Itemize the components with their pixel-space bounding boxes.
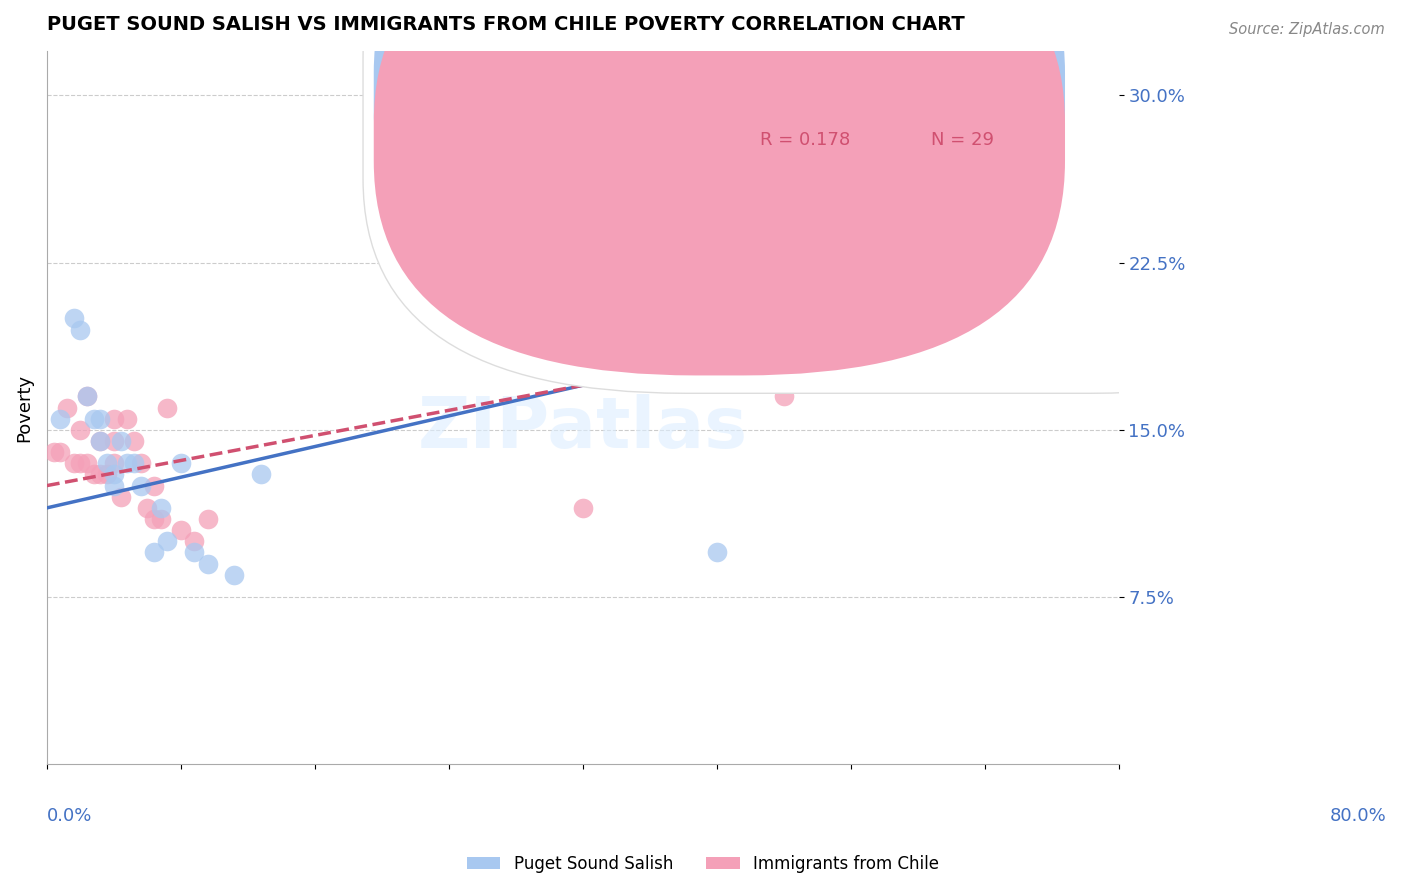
Text: N = 25: N = 25 bbox=[931, 81, 994, 99]
Point bbox=[42, 445, 65, 459]
Point bbox=[56, 401, 79, 415]
Point bbox=[973, 277, 995, 292]
Point bbox=[183, 534, 205, 549]
Text: R = 0.178: R = 0.178 bbox=[759, 131, 849, 149]
Point bbox=[110, 434, 132, 448]
FancyBboxPatch shape bbox=[363, 0, 1406, 393]
Point bbox=[149, 512, 172, 526]
Point bbox=[69, 456, 91, 470]
Point bbox=[149, 500, 172, 515]
Text: R = 0.379: R = 0.379 bbox=[759, 81, 851, 99]
Point bbox=[250, 467, 273, 482]
Point bbox=[156, 534, 179, 549]
Text: 80.0%: 80.0% bbox=[1330, 807, 1386, 825]
Point bbox=[571, 500, 593, 515]
Point bbox=[143, 545, 166, 559]
Point bbox=[197, 512, 219, 526]
Point bbox=[62, 456, 84, 470]
Point bbox=[143, 478, 166, 492]
Point bbox=[103, 456, 125, 470]
Point bbox=[156, 401, 179, 415]
Point bbox=[143, 512, 166, 526]
Point bbox=[76, 389, 98, 403]
Point bbox=[122, 456, 145, 470]
FancyBboxPatch shape bbox=[374, 0, 1064, 326]
Point bbox=[772, 389, 794, 403]
Point bbox=[49, 411, 72, 425]
Text: PUGET SOUND SALISH VS IMMIGRANTS FROM CHILE POVERTY CORRELATION CHART: PUGET SOUND SALISH VS IMMIGRANTS FROM CH… bbox=[46, 15, 965, 34]
Point bbox=[129, 478, 152, 492]
Point bbox=[83, 467, 105, 482]
Point bbox=[103, 411, 125, 425]
Point bbox=[96, 456, 118, 470]
Point bbox=[89, 434, 111, 448]
Point bbox=[170, 523, 193, 537]
Text: Source: ZipAtlas.com: Source: ZipAtlas.com bbox=[1229, 22, 1385, 37]
Point bbox=[197, 557, 219, 571]
Point bbox=[117, 411, 139, 425]
Point bbox=[49, 445, 72, 459]
Point bbox=[76, 389, 98, 403]
Point bbox=[89, 434, 111, 448]
Text: ZIPatlas: ZIPatlas bbox=[418, 394, 748, 464]
Point bbox=[706, 545, 728, 559]
Point bbox=[103, 467, 125, 482]
Point bbox=[76, 456, 98, 470]
Point bbox=[110, 490, 132, 504]
Point bbox=[69, 322, 91, 336]
Text: 0.0%: 0.0% bbox=[46, 807, 93, 825]
Point bbox=[170, 456, 193, 470]
Point bbox=[183, 545, 205, 559]
Point bbox=[117, 456, 139, 470]
Point bbox=[69, 423, 91, 437]
Point bbox=[129, 456, 152, 470]
Y-axis label: Poverty: Poverty bbox=[15, 374, 32, 442]
Legend: Puget Sound Salish, Immigrants from Chile: Puget Sound Salish, Immigrants from Chil… bbox=[460, 848, 946, 880]
Point bbox=[83, 411, 105, 425]
FancyBboxPatch shape bbox=[374, 0, 1064, 376]
Point bbox=[103, 434, 125, 448]
Point bbox=[62, 311, 84, 326]
Point bbox=[224, 567, 246, 582]
Point bbox=[89, 467, 111, 482]
Point bbox=[839, 311, 862, 326]
Point bbox=[89, 411, 111, 425]
Point bbox=[136, 500, 159, 515]
Point bbox=[96, 467, 118, 482]
Point bbox=[122, 434, 145, 448]
Text: N = 29: N = 29 bbox=[931, 131, 994, 149]
Point bbox=[103, 478, 125, 492]
